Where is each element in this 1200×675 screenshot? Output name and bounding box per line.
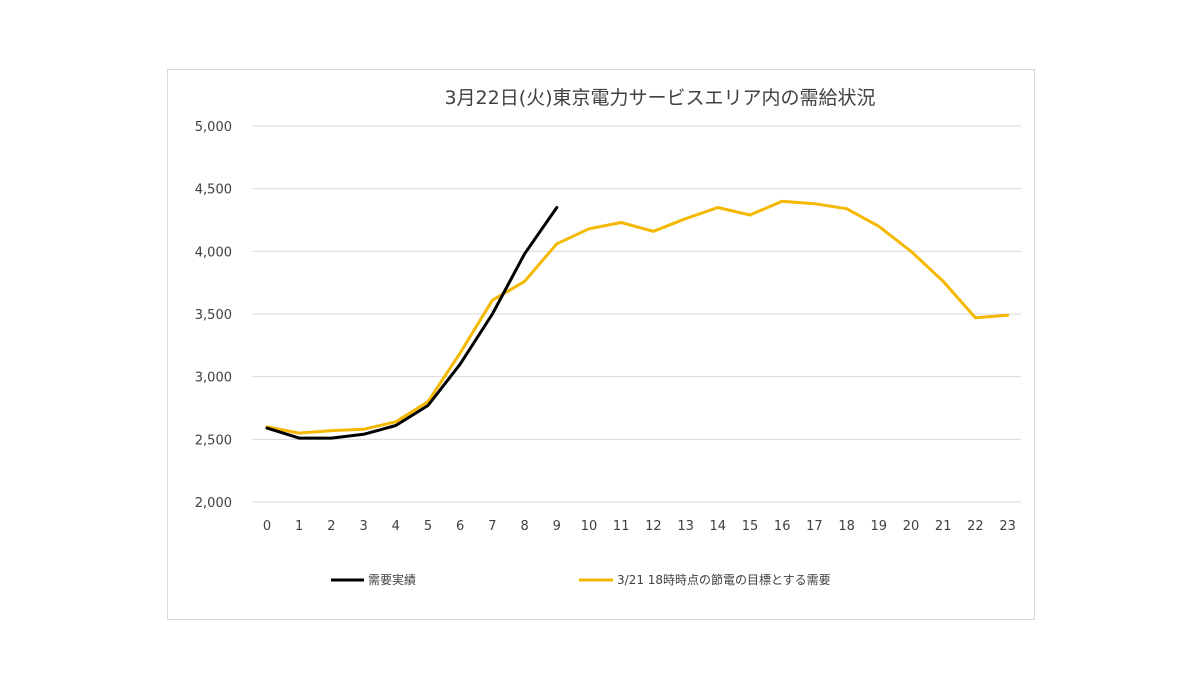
y-tick-label: 2,000 xyxy=(195,496,232,511)
x-axis-tick-labels: 0 1 2 3 4 5 6 7 8 9 10 11 12 13 14 15 16 17 18 19 20 21 22 23 xyxy=(263,519,1016,534)
x-tick-label: 11 xyxy=(613,519,630,534)
legend-label: 3/21 18時時点の節電の目標とする需要 xyxy=(617,572,831,587)
series-line-target-demand xyxy=(265,199,1010,435)
x-tick-label: 15 xyxy=(742,519,759,534)
x-tick-label: 17 xyxy=(806,519,823,534)
x-tick-label: 22 xyxy=(967,519,984,534)
x-tick-label: 21 xyxy=(935,519,952,534)
y-tick-label: 3,000 xyxy=(195,371,232,386)
gridlines xyxy=(252,125,1021,503)
y-tick-label: 5,000 xyxy=(195,120,232,135)
x-tick-label: 7 xyxy=(488,519,496,534)
x-tick-label: 19 xyxy=(871,519,888,534)
series-lines xyxy=(265,199,1010,440)
x-tick-label: 18 xyxy=(838,519,855,534)
x-tick-label: 3 xyxy=(359,519,367,534)
x-tick-label: 9 xyxy=(553,519,561,534)
x-tick-label: 4 xyxy=(392,519,400,534)
x-tick-label: 0 xyxy=(263,519,271,534)
x-tick-label: 12 xyxy=(645,519,662,534)
x-tick-label: 10 xyxy=(581,519,598,534)
x-tick-label: 20 xyxy=(903,519,920,534)
x-tick-label: 13 xyxy=(677,519,694,534)
series-line-actual-demand xyxy=(265,206,559,440)
x-tick-label: 5 xyxy=(424,519,432,534)
x-tick-label: 23 xyxy=(999,519,1016,534)
y-tick-label: 2,500 xyxy=(195,433,232,448)
x-tick-label: 14 xyxy=(710,519,727,534)
x-tick-label: 8 xyxy=(520,519,528,534)
y-axis-tick-labels: 2,000 2,500 3,000 3,500 4,000 4,500 5,000 xyxy=(195,120,232,511)
legend-label: 需要実績 xyxy=(368,572,416,587)
y-tick-label: 4,000 xyxy=(195,245,232,260)
y-tick-label: 4,500 xyxy=(195,183,232,198)
x-tick-label: 2 xyxy=(327,519,335,534)
x-tick-label: 1 xyxy=(295,519,303,534)
x-tick-label: 6 xyxy=(456,519,464,534)
x-tick-label: 16 xyxy=(774,519,791,534)
chart-title: 3月22日(火)東京電力サービスエリア内の需給状況 xyxy=(444,87,875,109)
y-tick-label: 3,500 xyxy=(195,308,232,323)
legend: 需要実績 3/21 18時時点の節電の目標とする需要 xyxy=(331,572,831,587)
chart-frame xyxy=(167,69,1035,620)
